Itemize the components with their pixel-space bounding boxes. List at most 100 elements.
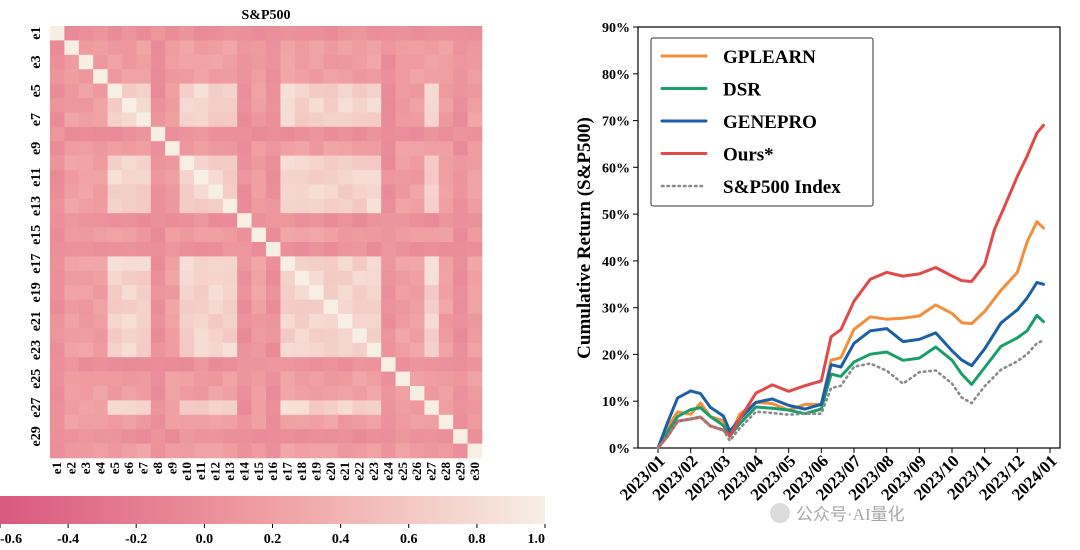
heatmap-cell: [64, 98, 80, 113]
heatmap-cell: [208, 400, 224, 416]
heatmap-cell: [294, 213, 310, 228]
heatmap-cell: [381, 342, 396, 358]
heatmap-cell: [453, 386, 468, 401]
heatmap-cell: [237, 83, 252, 99]
heatmap-cell: [222, 141, 238, 156]
heatmap-cell: [64, 40, 80, 56]
heatmap-cell: [107, 285, 123, 300]
heatmap-cell: [395, 342, 411, 358]
heatmap-cell: [208, 357, 224, 372]
heatmap-cell: [122, 54, 137, 70]
heatmap-cell: [107, 141, 123, 156]
heatmap-cell: [352, 371, 368, 387]
heatmap-cell: [424, 198, 440, 214]
heatmap-cell: [352, 213, 368, 228]
heatmap-cell: [338, 285, 353, 300]
heatmap-cell: [93, 40, 108, 56]
heatmap-cell: [136, 83, 152, 99]
heatmap-cell: [93, 299, 108, 315]
heatmap-cell: [381, 314, 396, 329]
heatmap-cell: [179, 386, 195, 401]
heatmap-cell: [150, 357, 166, 372]
heatmap-cell: [122, 184, 137, 200]
heatmap-cell: [453, 170, 468, 185]
heatmap-cell: [136, 242, 152, 257]
heatmap-cell: [208, 40, 224, 56]
heatmap-cell: [266, 126, 281, 142]
heatmap-cell: [266, 69, 281, 84]
heatmap-cell: [251, 342, 267, 358]
heatmap-cell: [366, 141, 382, 156]
heatmap-cell: [50, 184, 65, 200]
heatmap-cell: [64, 270, 80, 286]
heatmap-cell: [208, 242, 224, 257]
heatmap-cell: [208, 83, 224, 99]
heatmap-cell: [136, 112, 152, 128]
heatmap-cell: [93, 414, 108, 430]
heatmap-cell: [381, 400, 396, 416]
heatmap-cells: [50, 26, 483, 459]
heatmap-cell: [410, 414, 425, 430]
heatmap-cell: [323, 213, 339, 228]
heatmap-cell: [64, 328, 80, 344]
heatmap-cell: [352, 40, 368, 56]
heatmap-cell: [395, 314, 411, 329]
y-tick-label: 90%: [602, 21, 630, 36]
heatmap-cell: [50, 83, 65, 99]
x-axis-ticks: 2023/012023/022023/032023/042023/052023/…: [616, 448, 1061, 504]
heatmap-cell: [309, 443, 324, 459]
heatmap-cell: [165, 40, 180, 56]
heatmap-cell: [179, 328, 195, 344]
heatmap-cell: [309, 98, 324, 113]
heatmap-cell: [309, 299, 324, 315]
heatmap-cell: [179, 270, 195, 286]
heatmap-cell: [266, 314, 281, 329]
heatmap-cell: [179, 54, 195, 70]
heatmap-cell: [251, 256, 267, 272]
heatmap-cell: [410, 328, 425, 344]
heatmap-cell: [366, 299, 382, 315]
heatmap-cell: [352, 112, 368, 128]
heatmap-cell: [165, 386, 180, 401]
heatmap-cell: [194, 314, 209, 329]
heatmap-cell: [438, 386, 454, 401]
heatmap-cell: [266, 328, 281, 344]
heatmap-cell: [438, 314, 454, 329]
heatmap-cell: [424, 400, 440, 416]
heatmap-cell: [395, 414, 411, 430]
heatmap-cell: [222, 54, 238, 70]
heatmap-cell: [78, 83, 94, 99]
heatmap-cell: [323, 40, 339, 56]
heatmap-cell: [208, 54, 224, 70]
heatmap-cell: [280, 299, 296, 315]
heatmap-cell: [381, 443, 396, 459]
heatmap-cell: [352, 69, 368, 84]
heatmap-cell: [338, 40, 353, 56]
heatmap-cell: [280, 141, 296, 156]
heatmap-cell: [222, 155, 238, 171]
heatmap-cell: [395, 155, 411, 171]
heatmap-cell: [50, 126, 65, 142]
heatmap-cell: [309, 141, 324, 156]
heatmap-cell: [136, 256, 152, 272]
heatmap-cell: [165, 26, 180, 41]
heatmap-cell: [424, 184, 440, 200]
heatmap-cell: [410, 141, 425, 156]
heatmap-cell: [453, 400, 468, 416]
heatmap-cell: [438, 429, 454, 444]
heatmap-cell: [78, 285, 94, 300]
row-tick-label: e9: [29, 142, 44, 155]
heatmap-cell: [122, 126, 137, 142]
heatmap-cell: [194, 342, 209, 358]
heatmap-cell: [150, 371, 166, 387]
heatmap-cell: [424, 112, 440, 128]
heatmap-cell: [381, 126, 396, 142]
heatmap-cell: [395, 443, 411, 459]
col-tick-label: e24: [380, 462, 395, 481]
heatmap-cell: [122, 285, 137, 300]
heatmap-cell: [467, 242, 483, 257]
col-tick-label: e9: [164, 462, 179, 475]
heatmap-cell: [251, 299, 267, 315]
heatmap-cell: [50, 328, 65, 344]
heatmap-cell: [237, 342, 252, 358]
